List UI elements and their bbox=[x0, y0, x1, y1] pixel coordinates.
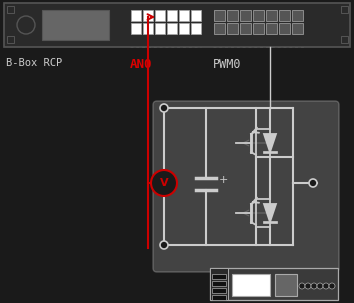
Bar bbox=[253, 23, 264, 34]
Bar bbox=[155, 23, 165, 34]
Bar bbox=[292, 23, 303, 34]
Bar bbox=[212, 288, 226, 293]
Bar bbox=[240, 23, 251, 34]
Bar bbox=[253, 10, 264, 21]
Bar bbox=[227, 23, 238, 34]
Circle shape bbox=[323, 283, 329, 289]
Bar bbox=[7, 6, 14, 13]
Bar bbox=[279, 23, 290, 34]
Circle shape bbox=[311, 283, 317, 289]
Bar bbox=[143, 10, 153, 21]
Bar bbox=[179, 23, 189, 34]
Text: PWM0: PWM0 bbox=[213, 58, 241, 71]
Bar bbox=[214, 10, 225, 21]
Bar bbox=[210, 268, 338, 300]
Bar bbox=[240, 10, 251, 21]
Bar bbox=[341, 36, 348, 43]
FancyBboxPatch shape bbox=[153, 101, 339, 272]
Circle shape bbox=[151, 170, 177, 196]
Bar bbox=[167, 23, 177, 34]
Bar bbox=[131, 10, 141, 21]
Text: AN0: AN0 bbox=[130, 58, 153, 71]
Circle shape bbox=[317, 283, 323, 289]
Circle shape bbox=[309, 179, 317, 187]
Bar bbox=[191, 23, 201, 34]
Bar bbox=[131, 23, 141, 34]
Bar bbox=[227, 10, 238, 21]
Circle shape bbox=[17, 16, 35, 34]
Bar bbox=[7, 36, 14, 43]
Bar bbox=[275, 274, 297, 296]
Bar bbox=[279, 10, 290, 21]
Circle shape bbox=[160, 104, 168, 112]
Bar bbox=[341, 6, 348, 13]
Polygon shape bbox=[264, 134, 276, 152]
Bar bbox=[42, 10, 109, 40]
Polygon shape bbox=[264, 204, 276, 222]
Bar bbox=[212, 295, 226, 300]
Bar bbox=[214, 23, 225, 34]
Bar bbox=[143, 23, 153, 34]
Bar bbox=[4, 3, 350, 47]
Bar bbox=[179, 10, 189, 21]
Bar bbox=[155, 10, 165, 21]
Bar bbox=[191, 10, 201, 21]
Circle shape bbox=[160, 241, 168, 249]
Bar bbox=[232, 274, 270, 296]
Text: B-Box RCP: B-Box RCP bbox=[6, 58, 62, 68]
Bar bbox=[266, 10, 277, 21]
Circle shape bbox=[299, 283, 305, 289]
Bar bbox=[266, 23, 277, 34]
Circle shape bbox=[305, 283, 311, 289]
Bar bbox=[212, 274, 226, 279]
Bar bbox=[292, 10, 303, 21]
Circle shape bbox=[329, 283, 335, 289]
Text: +: + bbox=[219, 175, 228, 185]
Bar bbox=[212, 281, 226, 286]
Bar bbox=[210, 268, 228, 300]
Bar bbox=[167, 10, 177, 21]
Text: V: V bbox=[160, 178, 168, 188]
